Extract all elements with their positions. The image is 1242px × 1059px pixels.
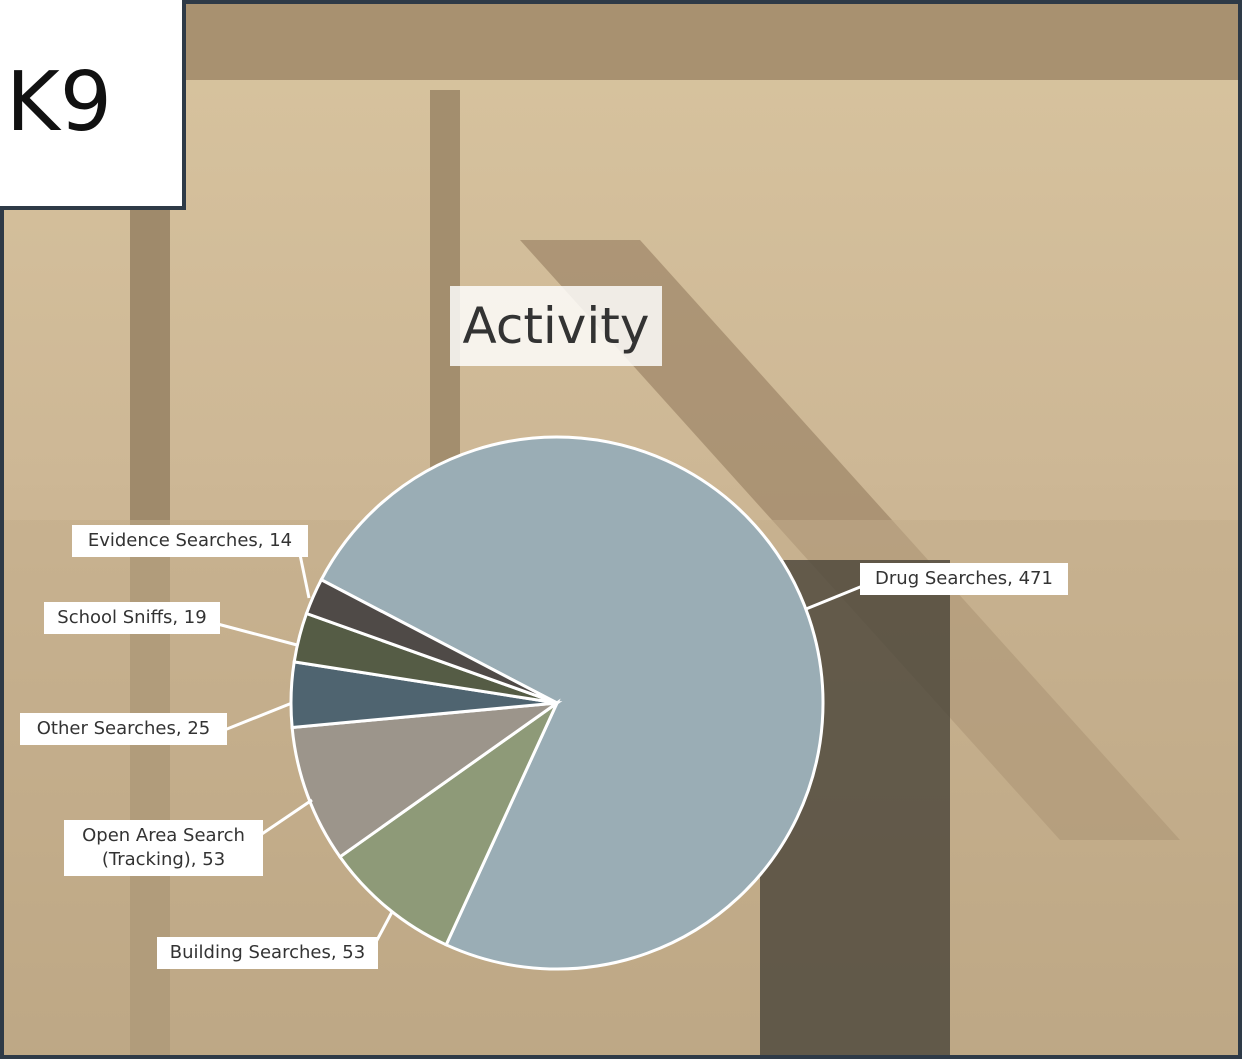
data-label: Open Area Search (Tracking), 53 <box>64 820 263 876</box>
data-label: School Sniffs, 19 <box>44 602 220 634</box>
platform <box>185 0 1242 80</box>
data-label: Evidence Searches, 14 <box>72 525 308 557</box>
data-label: Drug Searches, 471 <box>860 563 1068 595</box>
data-label: Other Searches, 25 <box>20 713 227 745</box>
pie <box>291 437 823 969</box>
data-label: Building Searches, 53 <box>157 937 378 969</box>
slide-title: K9 <box>0 0 186 210</box>
slide: K9 Activity (() => { const data = JSON.p… <box>0 0 1242 1059</box>
chart-title: Activity <box>450 286 662 366</box>
